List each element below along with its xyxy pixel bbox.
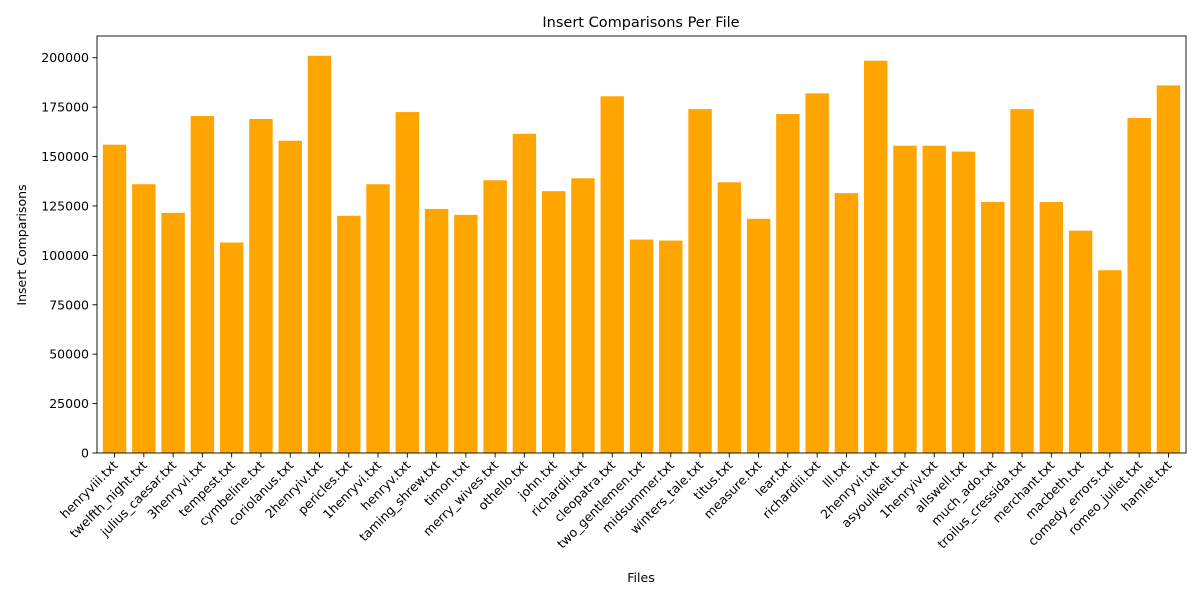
bar-hamlet-txt [1156, 85, 1181, 453]
y-tick-label: 50000 [49, 347, 89, 362]
bar-midsummer-txt [659, 240, 683, 453]
y-tick-label: 200000 [41, 50, 89, 65]
bar-troilus-cressida-txt [1010, 109, 1034, 454]
y-tick-label: 75000 [49, 297, 89, 312]
y-tick-label: 125000 [41, 198, 89, 213]
bar-1henryvi-txt [366, 184, 390, 453]
bar-allswell-txt [951, 151, 976, 454]
y-tick-label: 25000 [49, 396, 89, 411]
bar-john-txt [541, 191, 566, 453]
bar-taming-shrew-txt [424, 208, 449, 453]
bar-romeo-juliet-txt [1127, 118, 1151, 454]
x-axis-label: Files [627, 570, 654, 585]
bar-coriolanus-txt [278, 140, 302, 454]
bar-richardii-txt [571, 178, 595, 454]
bar-julius-caesar-txt [161, 212, 185, 453]
bar-merry-wives-txt [483, 180, 507, 453]
bar-cymbeline-txt [249, 119, 273, 453]
bar-2henryvi-txt [863, 60, 888, 453]
bar-3henryvi-txt [190, 116, 215, 453]
bar-lear-txt [776, 114, 800, 453]
bar-much-ado-txt [981, 202, 1005, 453]
chart-title: Insert Comparisons Per File [542, 15, 739, 31]
bar-1henryiv-txt [922, 145, 946, 453]
bar-two-gentlemen-txt [629, 239, 654, 453]
bar-lll-txt [834, 193, 859, 453]
bar-othello-txt [512, 133, 537, 453]
bar-henryv-txt [395, 112, 420, 453]
y-tick-label: 150000 [41, 149, 89, 164]
bar-macbeth-txt [1068, 230, 1093, 453]
bar-richardiii-txt [805, 93, 829, 453]
bar-pericles-txt [337, 215, 361, 453]
bar-tempest-txt [219, 242, 244, 453]
plot-area: 0 25000 50000 75000 100000 125000 150000 175000… [41, 35, 1187, 551]
bar-titus-txt [717, 182, 742, 453]
y-tick-label: 175000 [41, 100, 89, 115]
bar-timon-txt [454, 214, 478, 453]
bar-2henryiv-txt [307, 55, 332, 453]
bar-merchant-txt [1039, 202, 1064, 453]
bar-twelfth-night-txt [132, 184, 156, 453]
bar-asyoulikeit-txt [893, 145, 917, 453]
bar-winters-tale-txt [688, 109, 712, 454]
bar-henryviii-txt [102, 144, 127, 453]
bar-measure-txt [746, 218, 771, 453]
y-tick-label: 0 [81, 446, 89, 461]
bar-comedy-errors-txt [1098, 270, 1122, 453]
y-tick-label: 100000 [41, 248, 89, 263]
y-axis-label: Insert Comparisons [14, 184, 29, 305]
bar-cleopatra-txt [600, 96, 624, 453]
